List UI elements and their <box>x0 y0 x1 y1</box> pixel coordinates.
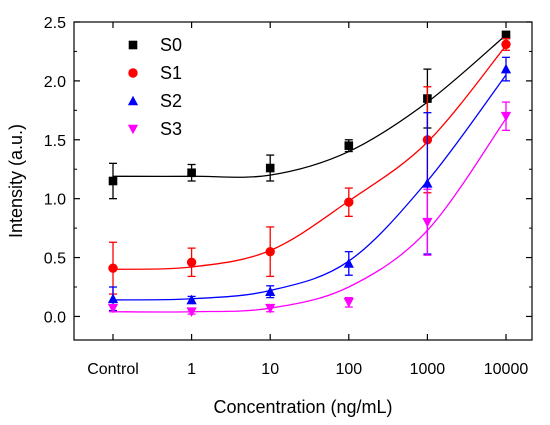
legend-label-S3: S3 <box>160 119 182 139</box>
data-point-S1 <box>108 263 118 273</box>
legend-label-S1: S1 <box>160 63 182 83</box>
plot-frame <box>73 21 533 341</box>
legend-marker-S0 <box>128 40 138 50</box>
data-point-S3 <box>186 307 197 318</box>
x-tick-label: 10000 <box>484 361 529 378</box>
legend: S0 S1 S2 S3 <box>127 35 182 139</box>
data-point-S0 <box>344 141 354 150</box>
y-tick-label: 0.5 <box>44 251 66 268</box>
data-point-S2 <box>265 286 276 297</box>
data-point-S1 <box>344 197 354 207</box>
axes: Control 1 10 100 1000 10000 0.0 0.5 1.0 1.5 2.0 2.5 <box>44 15 532 378</box>
data-point-S2 <box>343 258 354 268</box>
data-point-S0 <box>501 30 511 40</box>
y-tick-label: 0.0 <box>44 309 66 326</box>
data-point-S2 <box>186 294 197 305</box>
data-point-S0 <box>187 168 196 178</box>
data-point-S3 <box>343 298 354 308</box>
y-tick-label: 1.0 <box>44 192 66 209</box>
x-tick-label: 100 <box>335 361 362 378</box>
data-point-S1 <box>265 246 275 257</box>
data-point-S1 <box>186 257 197 267</box>
data-point-S3 <box>500 111 512 122</box>
legend-marker-S3 <box>127 124 139 135</box>
fit-curve-S3 <box>112 118 507 313</box>
y-axis-title: Intensity (a.u.) <box>6 124 26 238</box>
x-tick-label: 1000 <box>410 361 446 378</box>
data-points <box>107 30 512 318</box>
y-tick-label: 2.0 <box>44 74 66 91</box>
data-point-S2 <box>422 178 433 188</box>
legend-marker-S2 <box>127 95 139 106</box>
data-point-S0 <box>265 163 275 173</box>
legend-label-S0: S0 <box>160 35 182 55</box>
x-tick-label: 1 <box>187 361 196 378</box>
x-tick-label: Control <box>87 361 139 378</box>
x-axis-title: Concentration (ng/mL) <box>213 397 392 417</box>
data-point-S3 <box>422 217 433 228</box>
data-point-S2 <box>107 293 119 304</box>
legend-marker-S1 <box>128 68 138 78</box>
legend-label-S2: S2 <box>160 91 182 111</box>
x-tick-label: 10 <box>261 361 279 378</box>
data-point-S2 <box>500 63 512 74</box>
data-point-S1 <box>501 39 511 50</box>
y-tick-label: 1.5 <box>44 133 66 150</box>
data-point-S3 <box>107 303 119 314</box>
y-tick-label: 2.5 <box>44 15 66 32</box>
data-point-S3 <box>265 303 276 314</box>
data-point-S0 <box>108 176 118 186</box>
